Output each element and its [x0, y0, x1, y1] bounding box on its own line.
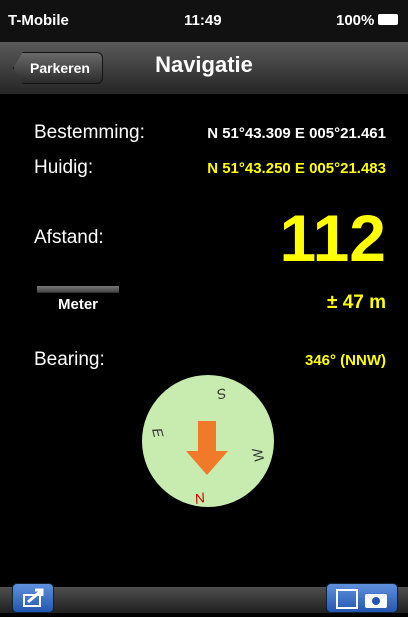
row-label: Bestemming: [34, 122, 145, 144]
bearing-value: 346° (NNW) [305, 352, 386, 369]
carrier: T-Mobile [8, 12, 69, 29]
distance-label: Afstand: [34, 227, 104, 249]
photo-icon [327, 584, 397, 612]
page: {"status_bar":{"carrier":"T-Mobile","tim… [0, 0, 408, 613]
accuracy: ± 47 m [327, 292, 386, 314]
nav-bar: Navigatie Parkeren [0, 42, 408, 95]
distance-value: 112 [280, 200, 386, 276]
row-value: N 51°43.309 E 005°21.461 [207, 125, 386, 142]
screen: T-Mobile 11:49 100% Navigatie Parkeren B… [0, 0, 408, 613]
photo-button[interactable] [326, 583, 398, 613]
bearing-label: Bearing: [34, 349, 105, 371]
toolbar [0, 587, 408, 613]
status-bar: T-Mobile 11:49 100% [0, 0, 408, 42]
row-value: N 51°43.250 E 005°21.483 [207, 160, 386, 177]
compass: S E W N [140, 373, 276, 509]
unit-button[interactable]: Meter [37, 286, 119, 318]
back-button[interactable]: Parkeren [13, 52, 103, 84]
time: 11:49 [184, 12, 222, 29]
share-button[interactable] [12, 583, 54, 613]
share-icon [13, 584, 53, 612]
battery: 100% [336, 12, 374, 29]
row-label: Huidig: [34, 157, 93, 179]
battery-icon [378, 14, 398, 25]
